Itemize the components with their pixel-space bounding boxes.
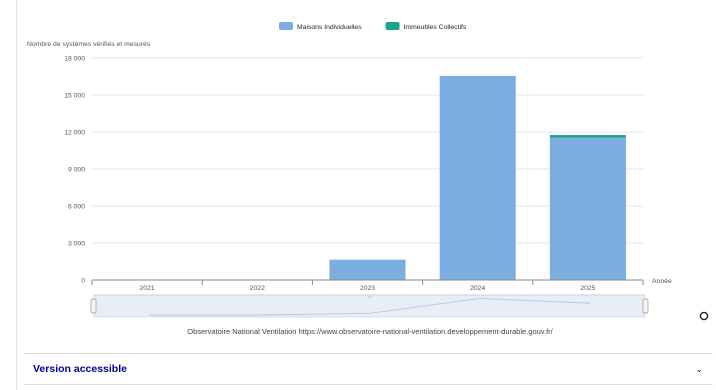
x-tick-label: 2024 <box>470 285 485 292</box>
y-tick-label: 6 000 <box>68 204 85 211</box>
bar-maisons-2024[interactable] <box>439 75 516 280</box>
x-axis-title: Année <box>652 278 672 285</box>
y-tick-label: 0 <box>81 278 85 285</box>
accessible-version-toggle[interactable]: Version accessible ⌄ <box>24 353 713 385</box>
legend-label: Maisons Individuelles <box>297 24 362 31</box>
y-tick-label: 3 000 <box>68 241 85 248</box>
legend-swatch[interactable] <box>385 22 400 30</box>
bar-immeubles-2025[interactable] <box>549 135 626 138</box>
x-tick-label: 2022 <box>250 285 265 292</box>
y-tick-label: 15 000 <box>64 93 85 100</box>
bar-maisons-2025[interactable] <box>549 137 626 280</box>
navigator-series-line <box>149 297 590 316</box>
chevron-down-icon: ⌄ <box>695 363 703 374</box>
x-tick-label: 2023 <box>360 285 375 292</box>
y-tick-label: 9 000 <box>68 167 85 174</box>
accessible-version-label: Version accessible <box>33 363 127 375</box>
legend-label: Immeubles Collectifs <box>404 24 467 31</box>
source-note: Observatoire National Ventilation https:… <box>187 327 553 336</box>
navigator-handle-left[interactable] <box>90 298 97 314</box>
y-tick-label: 18 000 <box>64 56 85 63</box>
chart-container <box>16 0 716 390</box>
bar-maisons-2023[interactable] <box>329 259 406 280</box>
y-axis-title: Nombre de systèmes vérifiés et mesurés <box>27 41 151 48</box>
x-tick-label: 2025 <box>580 285 595 292</box>
reset-zoom-icon[interactable] <box>699 308 709 321</box>
chart: 0 3 000 6 000 9 000 12 000 15 000 18 000 Nombre… <box>27 22 672 318</box>
legend-swatch[interactable] <box>279 22 293 30</box>
x-tick-label: 2021 <box>140 285 155 292</box>
navigator-handle-right[interactable] <box>642 298 649 314</box>
y-tick-label: 12 000 <box>64 130 85 137</box>
